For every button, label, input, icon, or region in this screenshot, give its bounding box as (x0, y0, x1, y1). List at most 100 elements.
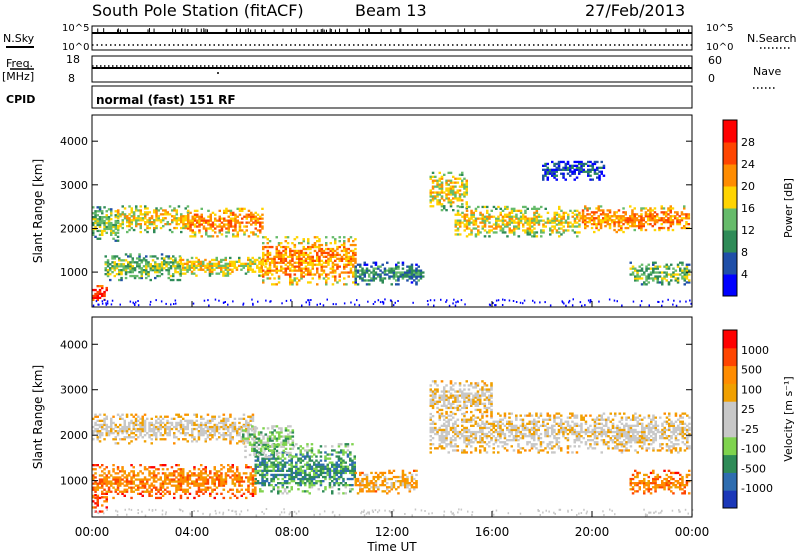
velocity-cell (291, 435, 295, 438)
power-cell (311, 259, 314, 262)
velocity-cell (281, 467, 285, 470)
velocity-cell (254, 480, 257, 483)
velocity-cell (261, 475, 264, 479)
velocity-cell (265, 463, 269, 466)
power-cell (644, 213, 648, 216)
velocity-cell (179, 496, 183, 500)
power-cell (347, 261, 350, 264)
power-cell (456, 219, 460, 222)
power-cell (654, 267, 657, 270)
velocity-cell (188, 492, 192, 495)
velocity-cell (177, 468, 180, 471)
power-cell (304, 251, 308, 255)
power-cell (106, 274, 110, 278)
velocity-cell (255, 449, 259, 452)
velocity-cell (299, 471, 302, 475)
velocity-cell (200, 488, 203, 491)
power-cell (506, 221, 509, 224)
power-cell (244, 264, 248, 267)
velocity-cell (218, 432, 221, 435)
power-cell (316, 253, 319, 257)
power-band-5 (262, 236, 357, 286)
power-cell (576, 213, 579, 216)
velocity-cell (306, 449, 309, 452)
power-cell (132, 219, 136, 222)
power-cell (528, 231, 532, 234)
power-cell (286, 273, 290, 276)
power-cell (564, 211, 568, 214)
power-cell (504, 223, 507, 226)
power-cell (383, 277, 387, 280)
velocity-cell (200, 476, 203, 479)
velocity-cell (155, 474, 158, 477)
power-cell (191, 223, 194, 226)
velocity-cell (202, 480, 205, 483)
power-cell (159, 221, 163, 224)
power-cell (172, 255, 175, 258)
velocity-cell (141, 494, 144, 497)
power-cell (242, 264, 245, 267)
power-cell (289, 275, 292, 278)
power-cell (253, 260, 257, 263)
power-cell (96, 292, 99, 296)
power-cell (361, 273, 364, 276)
power-cell (277, 255, 281, 258)
velocity-cell (137, 486, 140, 489)
velocity-cell (191, 434, 194, 437)
power-cell (226, 266, 230, 269)
velocity-cell (110, 484, 113, 487)
velocity-cell (368, 484, 371, 487)
power-cell (564, 168, 567, 171)
velocity-cell (271, 439, 274, 442)
power-cell (560, 215, 563, 218)
power-cell (162, 225, 165, 228)
power-cell (262, 275, 265, 278)
velocity-cell (159, 423, 162, 427)
power-cell (569, 168, 572, 171)
power-scatter-point (589, 301, 591, 304)
power-cell (244, 262, 248, 265)
power-cell (114, 227, 117, 231)
power-cell (277, 281, 281, 284)
power-cell (289, 267, 292, 270)
velocity-cell (256, 465, 260, 468)
velocity-cell (289, 435, 292, 438)
velocity-cell (128, 421, 131, 425)
velocity-cell (256, 471, 260, 475)
power-cell (262, 245, 265, 249)
power-cell (472, 215, 475, 218)
velocity-cell (224, 438, 228, 441)
velocity-cell (365, 473, 369, 477)
power-cell (139, 209, 142, 212)
power-cell (456, 229, 460, 232)
power-cell (587, 174, 590, 177)
power-cell (604, 221, 607, 224)
velocity-cell (361, 477, 364, 481)
velocity-cell (168, 421, 171, 425)
power-cell (158, 274, 161, 278)
velocity-cell (236, 466, 239, 469)
power-cell (325, 275, 328, 278)
power-cell (645, 283, 648, 286)
power-cell (658, 217, 661, 220)
velocity-cell (319, 484, 323, 487)
velocity-cell (269, 431, 272, 434)
power-cell (191, 215, 194, 218)
power-scatter-point (544, 301, 546, 304)
power-cell (564, 162, 567, 166)
power-cell (223, 217, 226, 220)
velocity-cell (368, 490, 371, 493)
velocity-cell (279, 463, 282, 466)
power-cell (640, 221, 643, 224)
power-cell (229, 223, 233, 226)
power-cell (242, 262, 245, 265)
velocity-cell (211, 419, 214, 422)
power-scatter-point (639, 304, 642, 307)
velocity-cell (215, 474, 219, 477)
power-cell (419, 271, 423, 274)
power-cell (513, 233, 516, 236)
power-cell (154, 263, 157, 266)
velocity-cell (231, 430, 234, 433)
power-cell (365, 283, 369, 286)
power-cell (101, 231, 104, 234)
